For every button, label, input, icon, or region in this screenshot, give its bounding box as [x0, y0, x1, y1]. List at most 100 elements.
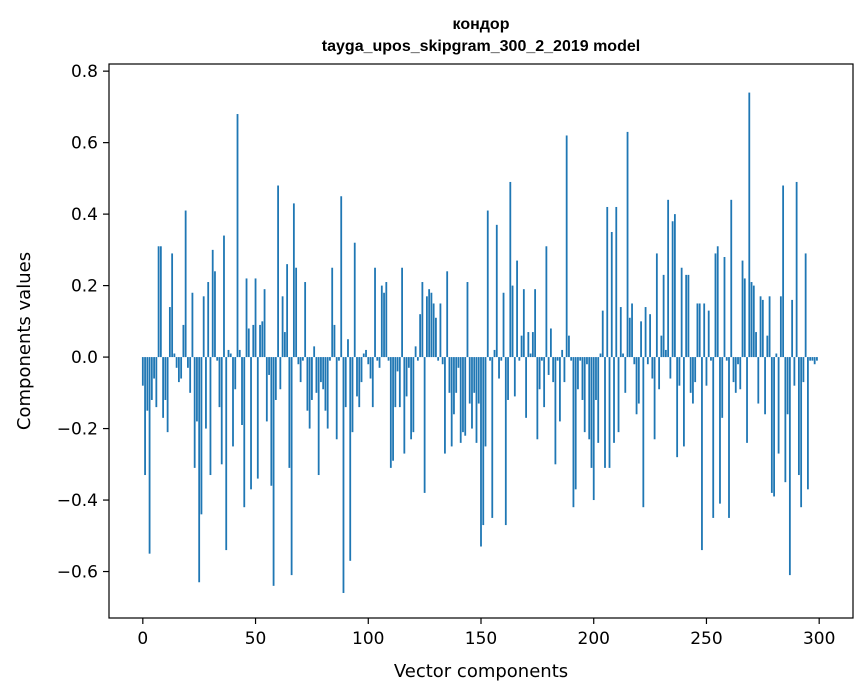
bar-50	[254, 278, 257, 358]
bar-93	[351, 357, 354, 433]
bar-84	[331, 267, 334, 358]
bar-3	[148, 357, 151, 554]
bar-102	[371, 357, 374, 408]
bar-246	[696, 303, 699, 358]
bar-289	[793, 357, 796, 386]
bar-257	[721, 357, 724, 418]
bar-99	[365, 349, 367, 358]
bar-29	[207, 282, 210, 358]
bar-169	[522, 289, 525, 358]
bar-90	[344, 357, 347, 408]
bar-230	[660, 335, 663, 358]
bar-117	[405, 357, 408, 397]
bar-179	[545, 246, 548, 358]
bar-225	[649, 314, 651, 358]
bar-249	[703, 303, 706, 358]
bar-139	[455, 357, 458, 393]
bar-53	[261, 321, 264, 358]
bar-265	[739, 357, 742, 390]
bar-12	[168, 307, 171, 358]
bar-121	[414, 346, 417, 358]
bar-41	[234, 357, 237, 390]
bar-125	[423, 357, 426, 493]
bar-145	[468, 357, 471, 404]
bar-14	[173, 353, 176, 358]
bar-288	[791, 299, 794, 358]
bar-174	[534, 289, 537, 358]
bar-89	[342, 357, 345, 593]
bars-group	[141, 92, 818, 593]
bar-140	[457, 357, 460, 368]
y-tick-label: 0.2	[71, 277, 98, 297]
bar-178	[543, 357, 546, 408]
bar-83	[329, 357, 331, 361]
bar-283	[779, 296, 782, 358]
bar-57	[270, 357, 273, 486]
bar-47	[247, 328, 250, 358]
x-tick-label: 150	[465, 629, 497, 649]
bar-208	[610, 231, 613, 358]
bar-188	[565, 135, 568, 358]
bar-272	[755, 332, 757, 358]
bar-52	[259, 324, 261, 358]
bar-296	[809, 357, 812, 361]
bar-138	[453, 357, 455, 415]
bar-75	[311, 357, 313, 400]
bar-196	[583, 357, 586, 433]
chart-subtitle: tayga_upos_skipgram_300_2_2019 model	[322, 38, 640, 55]
bar-143	[464, 357, 467, 436]
bar-201	[595, 357, 597, 400]
bar-106	[380, 285, 383, 358]
bar-73	[306, 357, 309, 411]
bar-5	[153, 357, 155, 379]
bar-168	[520, 335, 523, 358]
bar-159	[500, 357, 503, 361]
bar-182	[552, 357, 555, 383]
bar-112	[394, 357, 397, 408]
bar-135	[446, 271, 449, 358]
bar-263	[734, 357, 737, 393]
bar-119	[410, 357, 413, 440]
bar-250	[705, 357, 708, 386]
bar-236	[673, 214, 676, 358]
x-axis-label: Vector components	[394, 661, 568, 682]
bar-297	[811, 357, 814, 361]
bar-11	[166, 357, 169, 433]
bar-197	[586, 357, 588, 365]
bar-134	[444, 357, 446, 454]
bar-9	[162, 357, 165, 418]
bar-156	[493, 349, 496, 358]
bar-44	[241, 357, 243, 425]
bar-162	[507, 357, 509, 400]
bar-66	[290, 357, 293, 576]
bar-186	[561, 349, 564, 358]
bar-271	[752, 285, 755, 358]
bar-205	[604, 357, 606, 468]
bar-148	[475, 357, 478, 443]
bar-166	[516, 260, 518, 358]
bar-299	[816, 357, 818, 361]
bar-298	[813, 357, 816, 365]
bar-46	[245, 278, 248, 358]
bar-245	[694, 357, 697, 383]
bar-153	[486, 210, 489, 358]
bar-4	[150, 357, 153, 400]
bar-248	[701, 357, 703, 551]
x-tick-label: 100	[352, 629, 384, 649]
bar-22	[191, 292, 194, 358]
bar-262	[732, 357, 735, 383]
bar-110	[389, 357, 392, 468]
bar-85	[333, 324, 336, 358]
bar-67	[292, 203, 295, 358]
bar-30	[209, 357, 212, 476]
bar-20	[187, 357, 189, 368]
bar-240	[683, 357, 685, 447]
bar-198	[588, 357, 591, 440]
bar-34	[218, 357, 221, 408]
bar-120	[412, 357, 415, 433]
bar-95	[356, 357, 358, 397]
bar-171	[527, 332, 530, 358]
bar-177	[540, 357, 543, 361]
bar-210	[615, 206, 618, 358]
bar-94	[353, 242, 356, 358]
